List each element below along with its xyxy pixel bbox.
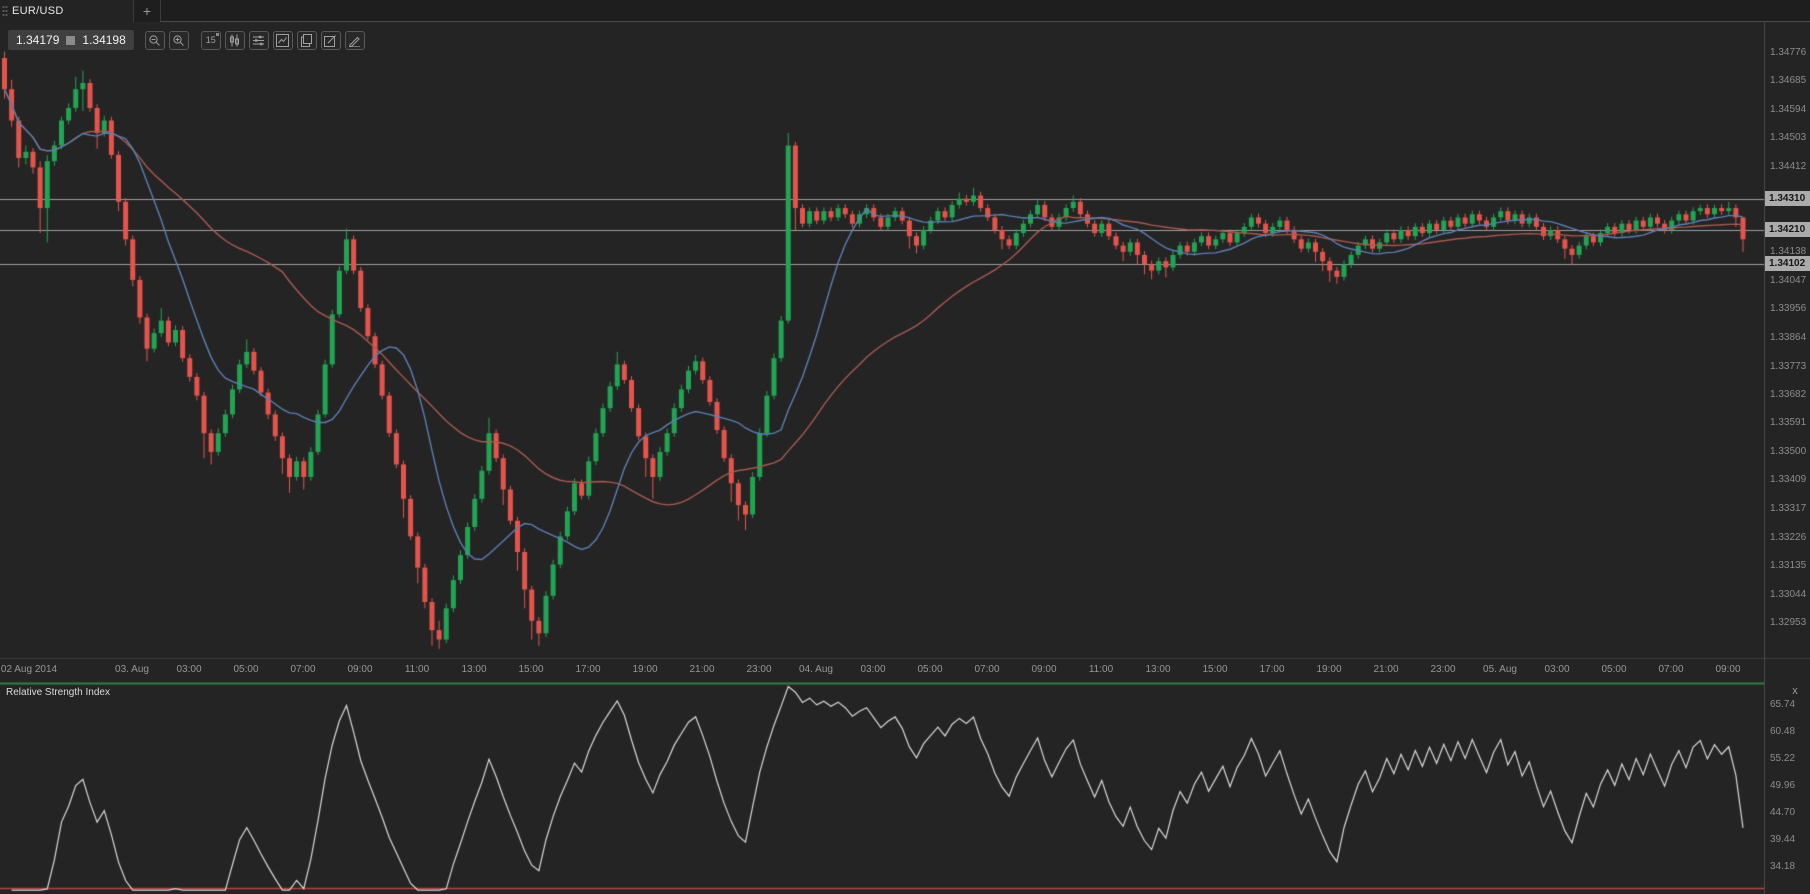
- zoom-out-button[interactable]: [144, 30, 165, 50]
- rsi-axis-label: 49.96: [1770, 779, 1796, 791]
- time-axis-label: 05:00: [233, 664, 259, 675]
- time-axis-label: 19:00: [632, 664, 658, 675]
- price-axis-label: 1.33591: [1770, 417, 1807, 429]
- timeframe-button[interactable]: 15: [200, 30, 221, 50]
- indicators-button[interactable]: [248, 30, 269, 50]
- time-axis-label: 03. Aug: [115, 664, 149, 675]
- chart-window-button[interactable]: [272, 30, 293, 50]
- bid-price: 1.34179: [16, 33, 60, 47]
- magnifier-plus-icon: [173, 34, 185, 46]
- price-line-badge: 1.34210: [1765, 222, 1810, 238]
- time-axis-label: 05:00: [1601, 664, 1627, 675]
- price-axis-label: 1.34685: [1770, 75, 1807, 87]
- time-axis-label: 21:00: [689, 664, 715, 675]
- time-axis-label: 21:00: [1373, 664, 1399, 675]
- copy-icon: [301, 33, 313, 47]
- magnifier-minus-icon: [149, 34, 161, 46]
- rsi-close-icon[interactable]: x: [1792, 685, 1798, 697]
- price-axis-label: 1.34776: [1770, 46, 1807, 58]
- price-axis-label: 1.34138: [1770, 246, 1807, 258]
- price-axis-label: 1.34503: [1770, 132, 1807, 144]
- tab-label: EUR/USD: [12, 5, 64, 17]
- time-axis-label: 17:00: [575, 664, 601, 675]
- chart-type-button[interactable]: [224, 30, 245, 50]
- time-axis-label: 23:00: [1430, 664, 1456, 675]
- rsi-axis-label: 55.22: [1770, 752, 1796, 764]
- time-axis-label: 09:00: [1031, 664, 1057, 675]
- tab-bar-divider: [160, 21, 1810, 22]
- ask-price: 1.34198: [82, 33, 126, 47]
- price-axis-label: 1.33864: [1770, 332, 1807, 344]
- price-axis-label: 1.33226: [1770, 531, 1807, 543]
- price-line-badge: 1.34102: [1765, 256, 1810, 272]
- time-axis-label: 04. Aug: [799, 664, 833, 675]
- time-axis-label: 19:00: [1316, 664, 1342, 675]
- price-axis-label: 1.33773: [1770, 360, 1807, 372]
- price-axis-label: 1.33500: [1770, 445, 1807, 457]
- quote-badge: 1.34179 1.34198: [8, 30, 134, 50]
- toolbar-buttons: 15: [144, 30, 369, 50]
- chart-box-icon: [276, 33, 290, 47]
- time-axis-label: 03:00: [860, 664, 886, 675]
- time-axis-label: 03:00: [176, 664, 202, 675]
- time-axis-label: 15:00: [518, 664, 544, 675]
- time-axis-label: 11:00: [1088, 664, 1114, 675]
- price-axis-label: 1.33044: [1770, 588, 1807, 600]
- time-axis-label: 13:00: [1145, 664, 1171, 675]
- price-axis-label: 1.34594: [1770, 103, 1807, 115]
- draw-button[interactable]: [344, 30, 365, 50]
- sliders-icon: [253, 35, 265, 45]
- price-axis-label: 1.33682: [1770, 389, 1807, 401]
- rsi-axis-label: 60.48: [1770, 725, 1796, 737]
- time-axis-label: 13:00: [461, 664, 487, 675]
- rsi-axis-label: 39.44: [1770, 833, 1796, 845]
- price-axis-label: 1.34412: [1770, 160, 1807, 172]
- time-axis-label: 09:00: [1715, 664, 1741, 675]
- tab-drag-handle-icon[interactable]: [2, 5, 8, 17]
- candles-icon: [230, 34, 240, 46]
- time-axis-label: 07:00: [1658, 664, 1684, 675]
- edit-square-icon: [324, 34, 337, 47]
- new-tab-button[interactable]: +: [134, 0, 161, 22]
- rsi-axis-label: 44.70: [1770, 806, 1796, 818]
- price-axis-label: 1.33135: [1770, 560, 1807, 572]
- chart-toolbar: 1.34179 1.34198 15: [8, 30, 369, 50]
- tab-bar: EUR/USD +: [0, 0, 1810, 22]
- price-axis-label: 1.33409: [1770, 474, 1807, 486]
- pencil-icon: [349, 36, 361, 47]
- zoom-in-button[interactable]: [168, 30, 189, 50]
- rsi-axis-label: 65.74: [1770, 698, 1796, 710]
- tab-eurusd[interactable]: EUR/USD: [0, 0, 134, 22]
- price-axis-label: 1.33956: [1770, 303, 1807, 315]
- time-axis-label: 02 Aug 2014: [0, 664, 58, 675]
- rsi-axis-label: 34.18: [1770, 860, 1796, 872]
- time-axis-label: 05:00: [917, 664, 943, 675]
- price-axis-label: 1.32953: [1770, 616, 1807, 628]
- time-axis-label: 07:00: [974, 664, 1000, 675]
- time-axis-label: 17:00: [1259, 664, 1285, 675]
- time-axis-label: 05. Aug: [1483, 664, 1517, 675]
- price-line-badge: 1.34310: [1765, 191, 1810, 207]
- rsi-panel-title: Relative Strength Index: [6, 687, 110, 698]
- spread-square-icon: [66, 35, 76, 45]
- time-axis-label: 15:00: [1202, 664, 1228, 675]
- copy-chart-button[interactable]: [296, 30, 317, 50]
- time-axis-label: 07:00: [290, 664, 316, 675]
- time-axis-label: 11:00: [404, 664, 430, 675]
- time-axis-label: 23:00: [746, 664, 772, 675]
- time-axis-label: 03:00: [1544, 664, 1570, 675]
- timeframe-dropdown-mark: [215, 32, 219, 36]
- price-axis-label: 1.33317: [1770, 503, 1807, 515]
- time-axis-label: 09:00: [347, 664, 373, 675]
- price-axis-label: 1.34047: [1770, 274, 1807, 286]
- edit-button[interactable]: [320, 30, 341, 50]
